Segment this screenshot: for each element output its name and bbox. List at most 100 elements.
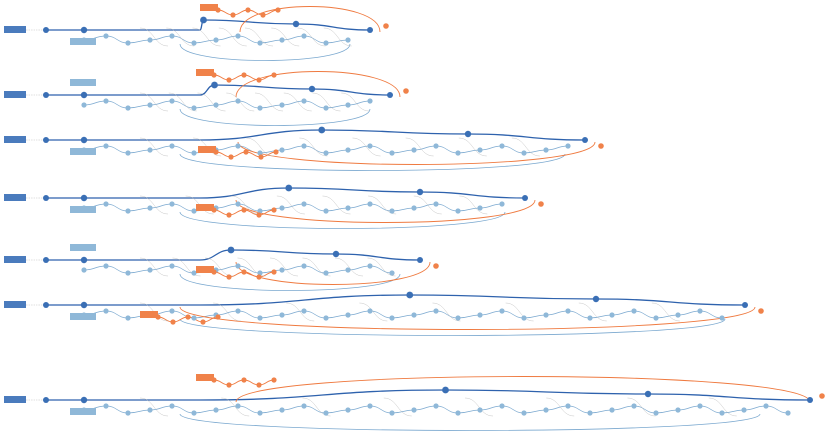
row-6-secondary-node-18 bbox=[455, 315, 461, 321]
row-2-cross-edge-5 bbox=[254, 92, 284, 112]
row-6-secondary-node-15 bbox=[389, 315, 395, 321]
row-4-alert-loop bbox=[235, 199, 536, 223]
row-3-end-node bbox=[598, 143, 604, 149]
row-5-secondary-node-9 bbox=[257, 270, 263, 276]
row-5-secondary-node-2 bbox=[103, 263, 109, 269]
row-3-alert-node-2 bbox=[228, 154, 234, 160]
row-4-secondary-node-10 bbox=[279, 205, 285, 211]
row-7-start-node bbox=[43, 397, 49, 403]
row-2-ref-box bbox=[70, 79, 96, 86]
row-7-end-node bbox=[819, 393, 825, 399]
row-3-secondary-node-20 bbox=[499, 143, 505, 149]
row-7-secondary-node-24 bbox=[587, 410, 593, 416]
row-1-ref-box bbox=[70, 38, 96, 45]
row-7-secondary-node-23 bbox=[565, 403, 571, 409]
row-4-alert-node-5 bbox=[271, 207, 277, 213]
row-6-cross-edge-3 bbox=[286, 302, 315, 322]
row-1-secondary-node-3 bbox=[125, 40, 131, 46]
row-6-node-a bbox=[80, 301, 88, 309]
row-7-secondary-node-14 bbox=[367, 403, 373, 409]
row-4-secondary-node-3 bbox=[125, 208, 131, 214]
row-4-secondary-node-17 bbox=[433, 201, 439, 207]
row-7-cross-edge-7 bbox=[627, 397, 656, 417]
row-4-secondary-node-20 bbox=[499, 201, 505, 207]
row-3-secondary-node-4 bbox=[147, 147, 153, 153]
row-3-label bbox=[4, 136, 26, 143]
row-7-cross-edge-2 bbox=[221, 397, 250, 417]
row-5-secondary-loop bbox=[179, 273, 401, 291]
row-7-secondary-node-32 bbox=[763, 403, 769, 409]
row-6-secondary-node-19 bbox=[477, 312, 483, 318]
row-6-secondary-node-3 bbox=[125, 315, 131, 321]
row-2-node-b bbox=[211, 81, 218, 89]
row-5-label bbox=[4, 256, 26, 263]
row-6-alert-box bbox=[140, 311, 158, 318]
row-6-cross-edge-8 bbox=[651, 302, 680, 322]
row-2-secondary-node-12 bbox=[323, 105, 329, 111]
row-6-secondary-node-13 bbox=[345, 312, 351, 318]
row-2-cross-edge-7 bbox=[312, 92, 341, 112]
row-7-secondary-node-29 bbox=[697, 403, 703, 409]
row-7-secondary-node-27 bbox=[653, 410, 659, 416]
row-2-secondary-node-1 bbox=[81, 102, 87, 108]
row-3-alert-node-4 bbox=[258, 154, 264, 160]
row-2-alert-node-5 bbox=[271, 72, 277, 78]
row-7-cross-edge-8 bbox=[708, 397, 737, 417]
row-3-secondary-node-17 bbox=[433, 143, 439, 149]
row-7-alert-node-4 bbox=[256, 382, 262, 388]
row-3-alert-node-3 bbox=[243, 149, 249, 155]
row-7-alert-node-2 bbox=[226, 382, 232, 388]
row-3-secondary-node-12 bbox=[323, 150, 329, 156]
row-4-alert-node-4 bbox=[256, 212, 262, 218]
row-5-cross-edge-1 bbox=[139, 257, 169, 277]
row-6-secondary-node-9 bbox=[257, 315, 263, 321]
row-4-cross-edge-5 bbox=[322, 195, 351, 215]
row-1-node-c bbox=[292, 20, 300, 28]
row-7-cross-edge-4 bbox=[383, 397, 412, 417]
row-5-ref-box bbox=[70, 244, 96, 251]
row-1-cross-edge-3 bbox=[192, 27, 221, 47]
row-6-main-path bbox=[46, 294, 746, 306]
row-2-secondary-node-7 bbox=[213, 102, 219, 108]
row-7-cross-edge-1 bbox=[139, 397, 169, 417]
row-3-secondary-node-22 bbox=[543, 147, 549, 153]
row-6-secondary-node-29 bbox=[697, 308, 703, 314]
row-7-secondary-node-22 bbox=[543, 407, 549, 413]
row-4-alert-node-3 bbox=[241, 207, 247, 213]
row-6-secondary-node-5 bbox=[169, 308, 175, 314]
row-1-secondary-node-9 bbox=[257, 40, 263, 46]
row-6-secondary-node-27 bbox=[653, 315, 659, 321]
row-4-cross-edge-6 bbox=[368, 195, 397, 215]
row-4-secondary-node-5 bbox=[169, 201, 175, 207]
row-7-secondary-node-11 bbox=[301, 403, 307, 409]
row-7-secondary-node-21 bbox=[521, 410, 527, 416]
row-5-alert-node-3 bbox=[241, 269, 247, 275]
row-3-secondary-node-3 bbox=[125, 150, 131, 156]
row-1-cross-edge-7 bbox=[297, 27, 326, 47]
row-4-main-path bbox=[45, 187, 526, 199]
row-1-secondary-node-8 bbox=[235, 33, 241, 39]
row-3-start-node bbox=[43, 137, 49, 143]
row-3-secondary-node-11 bbox=[301, 143, 307, 149]
row-5-start-node bbox=[43, 257, 49, 263]
row-5-node-a bbox=[80, 256, 88, 264]
row-3-secondary-node-15 bbox=[389, 150, 395, 156]
row-5-alert-node-2 bbox=[226, 274, 232, 280]
row-7-alert-loop bbox=[235, 376, 811, 403]
row-5-secondary-node-5 bbox=[169, 263, 175, 269]
row-6-ref-box bbox=[70, 313, 96, 320]
row-7-secondary-node-7 bbox=[213, 407, 219, 413]
row-7-label bbox=[4, 396, 26, 403]
row-1-node-a bbox=[80, 26, 88, 34]
row-1-secondary-node-7 bbox=[213, 37, 219, 43]
row-5-secondary-node-14 bbox=[367, 263, 373, 269]
row-7-secondary-node-3 bbox=[125, 410, 131, 416]
row-2-node-d bbox=[387, 92, 393, 98]
row-3-secondary-node-6 bbox=[191, 150, 197, 156]
row-2-cross-edge-6 bbox=[283, 92, 312, 112]
row-3-secondary-node-14 bbox=[367, 143, 373, 149]
row-6-secondary-node-25 bbox=[609, 312, 615, 318]
row-7-secondary-loop bbox=[179, 413, 761, 431]
